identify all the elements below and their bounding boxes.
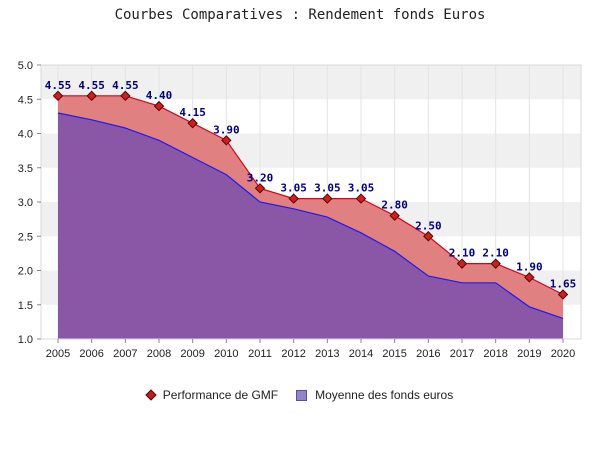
data-marker-gmf — [490, 258, 501, 269]
grid-band — [41, 65, 581, 100]
data-marker-gmf — [524, 272, 535, 283]
y-tick-label: 2.0 — [18, 266, 33, 278]
y-tick-label: 2.5 — [18, 231, 33, 243]
tick-labels: 1.0 1.5 2.0 2.5 3.0 3.5 4.0 4.5 5.0 2005 2006 2007 2… — [18, 60, 576, 360]
data-label-gmf: 3.05 — [348, 182, 375, 195]
data-marker-gmf — [423, 231, 434, 242]
data-marker-gmf — [355, 193, 367, 204]
data-label-gmf: 2.10 — [482, 247, 509, 260]
data-label-gmf: 2.50 — [415, 219, 442, 232]
x-tick-label: 2009 — [180, 348, 204, 360]
series-area-average — [58, 113, 563, 339]
data-label-gmf: 3.20 — [247, 171, 274, 184]
data-marker-gmf — [557, 289, 569, 300]
legend-label-average: Moyenne des fonds euros — [315, 388, 454, 402]
y-tick-label: 3.0 — [18, 197, 33, 209]
data-label-gmf: 4.55 — [78, 79, 105, 92]
data-marker-gmf — [86, 90, 97, 102]
data-marker-gmf — [254, 183, 266, 194]
data-label-gmf: 2.80 — [381, 199, 408, 212]
chart-title: Courbes Comparatives : Rendement fonds E… — [115, 7, 486, 23]
data-label-gmf: 1.90 — [516, 260, 543, 273]
legend-diamond-icon — [145, 389, 157, 401]
data-marker-gmf — [221, 135, 232, 146]
data-label-gmf: 4.40 — [146, 89, 173, 102]
x-tick-label: 2013 — [315, 348, 339, 360]
data-marker-gmf — [456, 258, 468, 269]
x-tick-label: 2016 — [416, 348, 440, 360]
data-marker-gmf — [389, 210, 400, 221]
x-tick-label: 2017 — [450, 348, 474, 360]
data-marker-gmf — [153, 100, 165, 112]
x-tick-label: 2018 — [483, 348, 507, 360]
x-tick-label: 2008 — [147, 348, 171, 360]
y-tick-label: 1.0 — [18, 334, 33, 346]
data-label-gmf: 3.05 — [314, 182, 341, 195]
x-tick-label: 2012 — [281, 348, 305, 360]
y-tick-label: 4.5 — [18, 94, 33, 106]
data-marker-gmf — [187, 118, 198, 129]
x-tick-label: 2006 — [79, 348, 103, 360]
data-marker-gmf — [322, 193, 333, 204]
x-tick-label: 2020 — [551, 348, 575, 360]
y-tick-label: 4.0 — [18, 129, 33, 141]
x-tick-label: 2005 — [46, 348, 70, 360]
legend-item-gmf: Performance de GMF — [145, 388, 279, 402]
x-tick-label: 2010 — [214, 348, 238, 360]
x-tick-label: 2019 — [517, 348, 541, 360]
y-tick-label: 1.5 — [18, 300, 33, 312]
data-label-gmf: 3.05 — [280, 182, 307, 195]
legend-item-average: Moyenne des fonds euros — [296, 388, 453, 402]
series-lines — [57, 95, 564, 319]
x-tick-label: 2014 — [349, 348, 373, 360]
y-tick-label: 5.0 — [18, 60, 33, 72]
x-tick-label: 2007 — [113, 348, 137, 360]
legend-square-icon — [296, 389, 308, 401]
data-markers — [52, 90, 569, 300]
series-line-gmf — [58, 95, 564, 296]
data-marker-gmf — [120, 90, 131, 102]
y-tick-label: 3.5 — [18, 163, 33, 175]
data-label-gmf: 1.65 — [550, 277, 577, 290]
legend-label-gmf: Performance de GMF — [162, 388, 279, 402]
x-tick-label: 2015 — [382, 348, 406, 360]
data-label-gmf: 3.90 — [213, 123, 240, 136]
data-labels: 4.55 4.55 4.55 4.40 4.15 3.90 3.20 3.05 3.05 3.05… — [45, 79, 577, 291]
data-label-gmf: 4.55 — [45, 79, 72, 92]
data-label-gmf: 4.15 — [179, 106, 206, 119]
data-label-gmf: 2.10 — [449, 247, 476, 260]
data-marker-gmf — [288, 193, 299, 204]
x-tick-label: 2011 — [248, 348, 272, 360]
data-label-gmf: 4.55 — [112, 79, 139, 92]
data-marker-gmf — [52, 90, 64, 102]
series-line-average — [57, 112, 564, 319]
legend: Performance de GMF Moyenne des fonds eur… — [0, 386, 600, 404]
